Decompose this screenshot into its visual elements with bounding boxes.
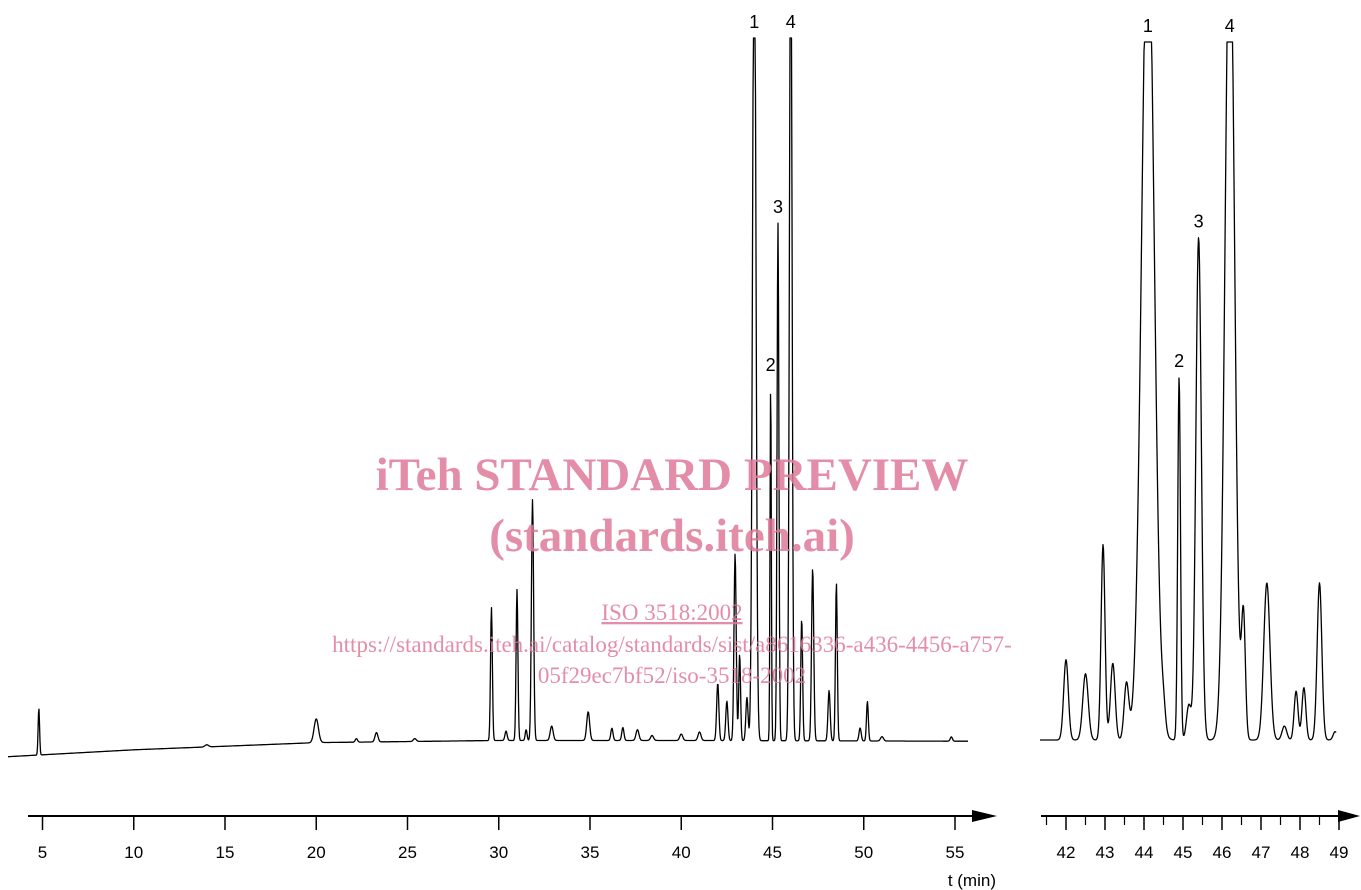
x-tick-label-30: 30 xyxy=(489,843,508,862)
full-chromatogram-panel: 1 2 3 4 5 10 15 20 25 30 35 40 45 50 55 t (min) xyxy=(7,12,997,890)
peak-label-3: 3 xyxy=(773,197,783,217)
peak-label-1: 1 xyxy=(749,12,759,32)
x-tick-label-43: 43 xyxy=(1096,843,1115,862)
watermark-url-line1: https://standards.iteh.ai/catalog/standa… xyxy=(332,632,1012,657)
x-tick-label-46: 46 xyxy=(1213,843,1232,862)
x-tick-label-25: 25 xyxy=(398,843,417,862)
x-tick-label-44: 44 xyxy=(1135,843,1154,862)
x-tick-label-49: 49 xyxy=(1330,843,1349,862)
x-tick-label-55: 55 xyxy=(946,843,965,862)
watermark: iTeh STANDARD PREVIEW (standards.iteh.ai… xyxy=(332,449,1012,688)
x-tick-label-48: 48 xyxy=(1291,843,1310,862)
x-tick-label-10: 10 xyxy=(124,843,143,862)
main-chromatogram-trace xyxy=(7,37,969,758)
peak-label-2: 2 xyxy=(1174,351,1184,371)
x-axis-label: t (min) xyxy=(948,871,996,890)
expanded-view-panel: 1 2 3 4 42 43 44 45 46 47 48 49 xyxy=(1039,16,1360,862)
watermark-standard-ref[interactable]: ISO 3518:2002 xyxy=(601,600,742,625)
x-tick-label-42: 42 xyxy=(1057,843,1076,862)
x-tick-label-35: 35 xyxy=(581,843,600,862)
watermark-url-line2: 05f29ec7bf52/iso-3518-2002 xyxy=(538,663,806,688)
peak-label-2: 2 xyxy=(766,355,776,375)
x-tick-label-20: 20 xyxy=(307,843,326,862)
watermark-title: iTeh STANDARD PREVIEW xyxy=(376,449,969,501)
x-tick-label-45: 45 xyxy=(1174,843,1193,862)
peak-label-1: 1 xyxy=(1143,16,1153,36)
x-tick-label-15: 15 xyxy=(216,843,235,862)
expanded-axis-arrowhead xyxy=(1338,810,1360,822)
x-tick-label-50: 50 xyxy=(854,843,873,862)
watermark-subtitle: (standards.iteh.ai) xyxy=(489,510,855,562)
expanded-chromatogram-trace xyxy=(1039,41,1337,741)
main-axis-arrowhead xyxy=(972,810,997,822)
x-tick-label-47: 47 xyxy=(1252,843,1271,862)
x-tick-label-40: 40 xyxy=(672,843,691,862)
peak-label-4: 4 xyxy=(786,12,796,32)
x-tick-label-45: 45 xyxy=(763,843,782,862)
peak-label-3: 3 xyxy=(1194,211,1204,231)
x-tick-label-5: 5 xyxy=(38,843,47,862)
peak-label-4: 4 xyxy=(1225,16,1235,36)
